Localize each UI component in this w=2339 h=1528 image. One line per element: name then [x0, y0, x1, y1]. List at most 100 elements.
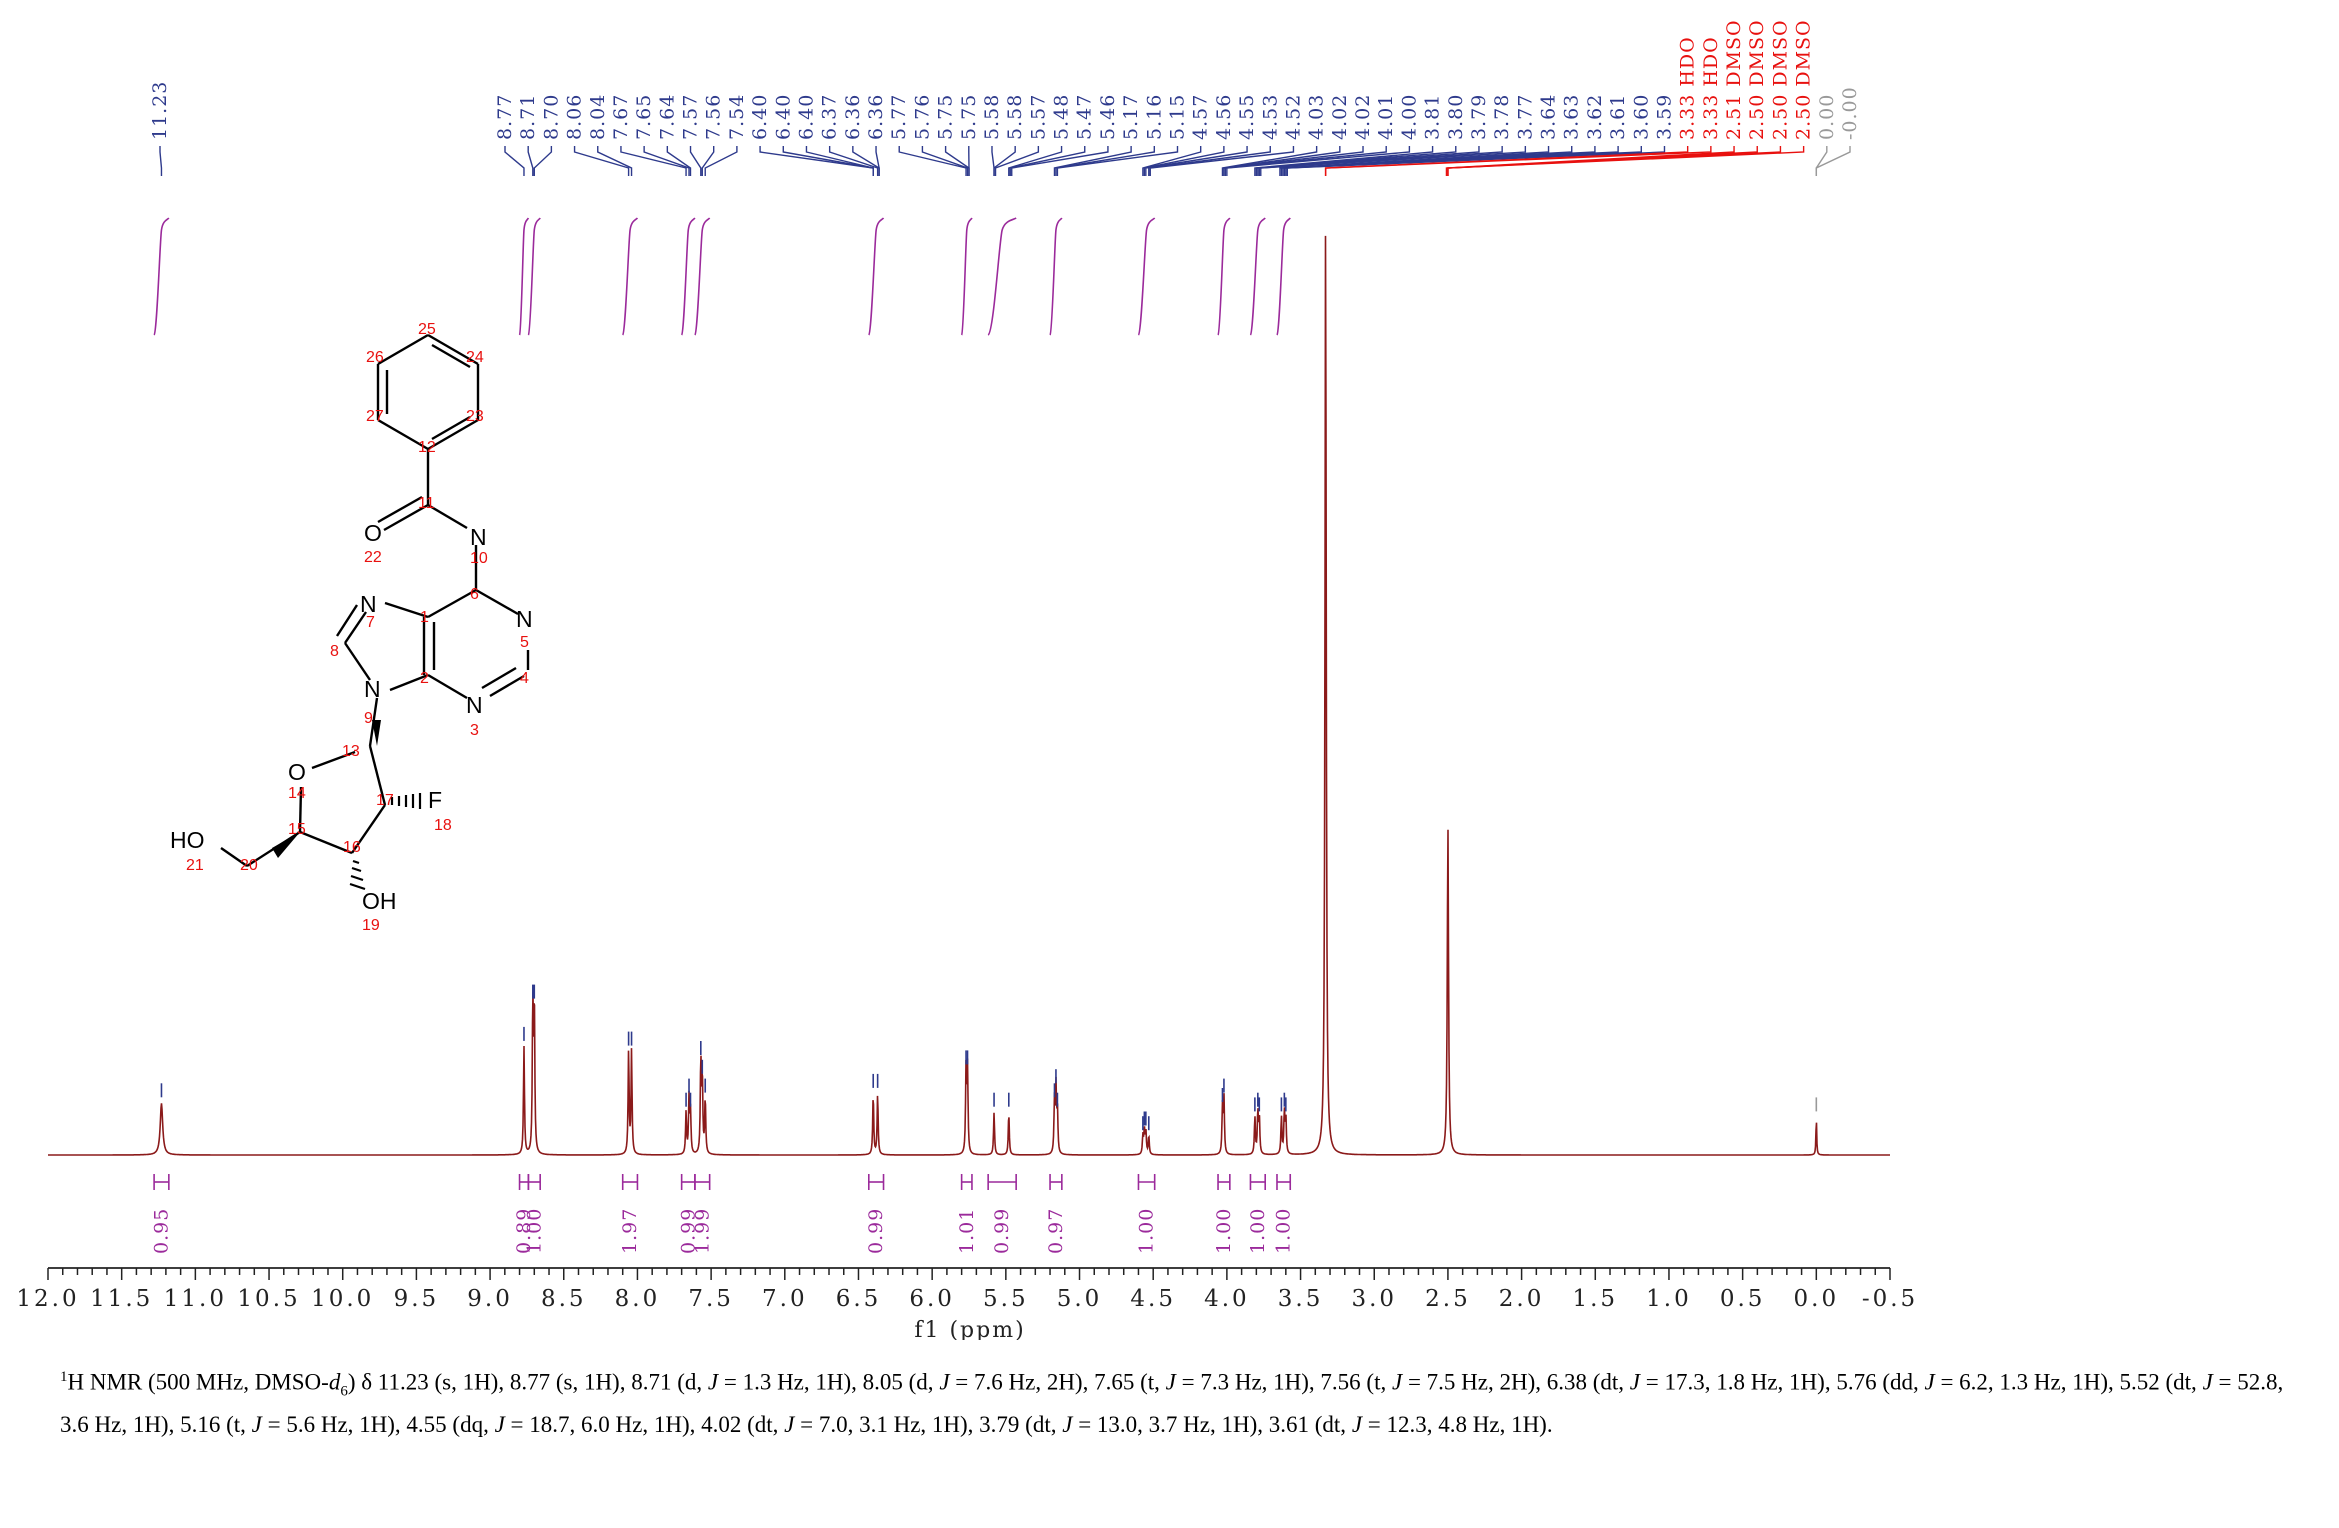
description-text: = 12.3, 4.8 Hz, 1H). — [1362, 1412, 1553, 1438]
x-tick-label: 8.0 — [615, 1286, 661, 1312]
peak-label: 5.76 — [911, 94, 933, 140]
peak-label: 5.16 — [1143, 94, 1165, 140]
atom-label: N — [364, 676, 381, 702]
peak-connector — [666, 146, 692, 176]
atom-label: N — [360, 591, 377, 617]
atom-label: F — [428, 787, 442, 813]
peak-label: 8.04 — [587, 94, 609, 140]
solvent-italic: d — [328, 1369, 341, 1395]
peak-label: 4.57 — [1190, 94, 1212, 140]
peak-label: 4.00 — [1398, 94, 1420, 140]
peak-label: 8.70 — [540, 94, 562, 140]
coupling-symbol: J — [707, 1369, 719, 1395]
peak-label: 5.17 — [1120, 94, 1142, 140]
integral-curve — [680, 217, 696, 336]
peak-connector — [1143, 146, 1225, 176]
peak-label: 3.79 — [1468, 94, 1490, 140]
peak-connector — [504, 146, 525, 176]
peak-connector — [1324, 146, 1712, 176]
coupling-symbol: J — [1629, 1369, 1641, 1395]
integral-curve — [1217, 217, 1231, 336]
peak-label: 3.64 — [1538, 94, 1560, 140]
atom-number: 25 — [418, 321, 436, 338]
peak-pick-marks — [160, 984, 1818, 1131]
peak-label: 3.33 HDO — [1677, 36, 1699, 140]
atom-number: 7 — [366, 614, 375, 631]
x-tick-label: 3.0 — [1351, 1286, 1397, 1312]
atom-label: OH — [362, 888, 397, 914]
peak-label: 5.75 — [958, 94, 980, 140]
peak-connector — [1221, 146, 1318, 176]
integral-value: 0.99 — [865, 1208, 887, 1254]
x-tick-label: 11.5 — [90, 1286, 153, 1312]
peak-label: 4.01 — [1375, 94, 1397, 140]
atom-number: 15 — [288, 821, 306, 838]
integral-value: 0.99 — [677, 1208, 699, 1254]
peak-label: 3.61 — [1607, 94, 1629, 140]
peak-label: 8.77 — [494, 94, 516, 140]
peak-connector — [701, 146, 715, 176]
coupling-symbol: J — [2202, 1369, 2213, 1395]
atom-number: 3 — [470, 722, 479, 739]
peak-label: 7.67 — [610, 94, 632, 140]
peak-label: 5.58 — [981, 94, 1003, 140]
x-tick-label: 10.5 — [237, 1286, 300, 1312]
peak-label: 7.65 — [633, 94, 655, 140]
description-text: = 17.3, 1.8 Hz, 1H), 5.76 (dd, — [1640, 1369, 1925, 1395]
peak-connector — [704, 146, 738, 176]
peak-label: 6.36 — [865, 94, 887, 140]
atom-label: N — [516, 606, 533, 632]
x-axis-title: f1 (ppm) — [914, 1318, 1025, 1340]
atom-number: 2 — [420, 670, 429, 687]
solvent-subscript: 6 — [340, 1383, 348, 1400]
atom-number: 8 — [330, 643, 339, 660]
peak-connector — [620, 146, 687, 176]
integral-curve — [621, 217, 639, 336]
peak-label: 5.77 — [888, 94, 910, 140]
description-text: = 1.3 Hz, 1H), 8.05 (d, — [718, 1369, 940, 1395]
x-tick-label: 10.0 — [311, 1286, 374, 1312]
atom-number: 11 — [418, 495, 435, 512]
x-tick-label: 7.0 — [762, 1286, 808, 1312]
peak-connector — [1258, 146, 1503, 176]
peak-connector — [1286, 146, 1666, 176]
integral-value: 0.99 — [991, 1208, 1013, 1254]
integral-curve — [527, 217, 541, 336]
x-tick-label: 6.5 — [836, 1286, 882, 1312]
integral-value: 1.99 — [691, 1208, 713, 1254]
peak-label: 5.58 — [1004, 94, 1026, 140]
description-text: = 5.6 Hz, 1H), 4.55 (dq, — [261, 1412, 495, 1438]
peak-label: 7.56 — [703, 94, 725, 140]
peak-label: 3.59 — [1653, 94, 1675, 140]
peak-label: 3.62 — [1584, 94, 1606, 140]
peak-connector — [159, 146, 163, 176]
peak-label: 2.50 DMSO — [1793, 19, 1815, 140]
peak-label: 6.40 — [749, 94, 771, 140]
peak-connector — [527, 146, 534, 176]
atom-number: 10 — [470, 550, 488, 567]
coupling-symbol: J — [494, 1412, 505, 1438]
integral-value: 1.00 — [523, 1208, 545, 1254]
peak-label: 3.63 — [1561, 94, 1583, 140]
x-tick-label: 11.0 — [164, 1286, 227, 1312]
peak-label: 8.71 — [517, 94, 539, 140]
atom-number: 6 — [470, 586, 479, 603]
integral-value: 0.89 — [513, 1208, 535, 1254]
peak-label: 4.55 — [1236, 94, 1258, 140]
integral-value: 1.00 — [1273, 1208, 1295, 1254]
atom-number: 20 — [240, 857, 258, 874]
peak-label: 3.77 — [1514, 94, 1536, 140]
integral-value: 0.95 — [150, 1208, 172, 1254]
x-tick-label: 9.5 — [394, 1286, 440, 1312]
atom-number: 16 — [343, 839, 361, 856]
chemical-structure: N N N N N NH O O O F HO OH 1 2 3 4 5 6 7… — [170, 321, 533, 934]
peak-label: 2.50 DMSO — [1769, 19, 1791, 140]
peak-connector — [1053, 146, 1132, 176]
coupling-symbol: J — [784, 1412, 795, 1438]
x-tick-label: 9.0 — [467, 1286, 513, 1312]
integral-value: 1.00 — [1247, 1208, 1269, 1254]
integral-brackets: 0.95 0.891.00 1.97 0.991.99 0.99 1.01 0.99 0.97… — [150, 1174, 1295, 1254]
x-tick-label: 2.5 — [1425, 1286, 1471, 1312]
peak-connector — [805, 146, 874, 176]
atom-label: N — [470, 524, 487, 550]
